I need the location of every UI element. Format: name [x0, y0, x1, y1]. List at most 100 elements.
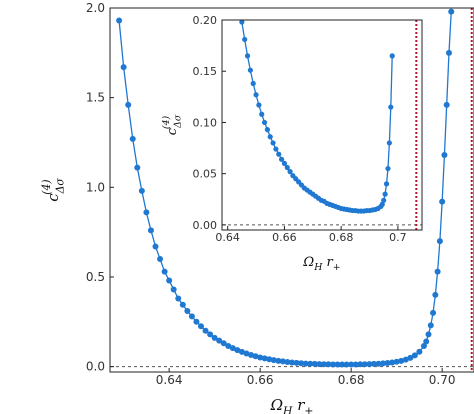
main-data-point [443, 101, 450, 108]
inset-y-tick-label: 0.00 [193, 219, 218, 232]
main-data-point [320, 361, 327, 368]
inset-y-tick-label: 0.05 [193, 168, 218, 181]
main-data-point [289, 359, 295, 366]
inset-x-axis-label: ΩH r+ [302, 255, 340, 273]
main-data-point [316, 361, 323, 368]
main-x-tick-label: 0.64 [156, 373, 183, 387]
main-y-axis-label: cΔσ(4) [40, 178, 67, 202]
main-y-tick-label: 1.0 [86, 180, 105, 194]
main-data-point [439, 198, 446, 205]
inset-x-tick-label: 0.64 [215, 231, 240, 244]
main-panel: 0.64 0.66 0.68 0.70 0.0 0.5 1.0 1.5 2.0 ΩH r+ cΔσ(… [40, 1, 474, 414]
main-data-point [448, 8, 455, 15]
inset-frame [221, 19, 423, 231]
inset-data-point [388, 104, 394, 110]
main-data-point [193, 318, 200, 325]
inset-data-point [284, 164, 290, 171]
inset-data-point [386, 140, 392, 146]
main-data-point [270, 357, 277, 364]
main-y-tick-label: 0.5 [86, 270, 105, 284]
main-data-point [302, 360, 309, 367]
main-data-point [398, 357, 405, 364]
main-data-point [384, 360, 391, 367]
main-data-point [432, 291, 439, 298]
main-data-point [120, 64, 127, 71]
main-data-point [361, 361, 368, 368]
main-data-point [411, 352, 418, 359]
inset-data-point [247, 67, 253, 73]
inset-data-point [273, 146, 279, 152]
main-data-point [134, 164, 141, 171]
main-data-point [234, 347, 241, 354]
main-x-tick-label: 0.70 [429, 373, 456, 387]
main-data-point [179, 301, 186, 308]
main-data-point [279, 358, 286, 365]
main-data-point [430, 309, 437, 316]
main-data-point [425, 331, 432, 338]
main-data-point [257, 354, 264, 361]
inset-data-point [381, 197, 387, 203]
inset-data-point [287, 169, 293, 175]
main-data-point [152, 243, 159, 250]
inset-x-tick-label: 0.7 [389, 231, 407, 244]
main-data-point [275, 357, 282, 364]
inset-data-point [278, 156, 285, 162]
inset-data-point [383, 181, 390, 187]
main-data-point [143, 209, 150, 216]
inset-panel: 0.64 0.66 0.68 0.7 0.00 0.05 0.10 0.15 0.20 ΩH r+… [161, 14, 423, 273]
inset-data-point [276, 151, 282, 157]
main-data-point [407, 354, 414, 361]
inset-data-point [259, 111, 265, 117]
main-data-point [188, 313, 195, 320]
main-data-point [175, 295, 182, 302]
inset-y-tick-label: 0.20 [193, 14, 218, 27]
main-data-point [366, 361, 373, 368]
main-data-point [147, 227, 154, 234]
inset-y-tick-label: 0.10 [193, 116, 218, 129]
inset-data-point [261, 119, 268, 126]
main-data-point [402, 356, 409, 363]
main-data-point [243, 350, 250, 357]
inset-data-point [244, 53, 251, 59]
main-data-point [441, 152, 448, 159]
main-data-point [116, 17, 123, 24]
main-data-point [211, 334, 218, 341]
inset-data-point [270, 140, 276, 146]
inset-data-point [379, 201, 385, 207]
main-data-point [161, 268, 168, 275]
main-data-point [238, 348, 245, 355]
main-data-point [357, 361, 364, 368]
main-data-point [445, 49, 452, 56]
main-data-point [229, 345, 236, 352]
main-data-point [202, 327, 209, 334]
inset-data-point [253, 92, 259, 98]
main-data-point [252, 353, 259, 360]
main-y-tick-label: 0.0 [86, 360, 105, 374]
main-data-point [420, 343, 427, 349]
inset-y-axis-label: cΔσ(4) [161, 114, 184, 135]
inset-data-point [281, 160, 288, 167]
main-data-point [261, 355, 268, 362]
main-data-point [370, 360, 377, 367]
inset-plot-area [222, 20, 422, 230]
main-data-point [220, 340, 227, 347]
main-data-point [334, 361, 341, 368]
inset-data-point [256, 102, 262, 108]
main-x-tick-label: 0.66 [247, 373, 274, 387]
main-frame [109, 7, 474, 373]
main-data-point [436, 238, 443, 245]
main-data-point [216, 337, 223, 344]
main-data-point [166, 277, 173, 284]
main-data-point [339, 361, 346, 368]
main-data-point [284, 358, 291, 365]
main-data-point [266, 356, 273, 363]
main-data-point [427, 322, 434, 329]
main-x-tick-label: 0.68 [338, 373, 365, 387]
main-data-point [248, 351, 255, 358]
inset-data-point [267, 134, 273, 140]
inset-x-tick-label: 0.68 [329, 231, 354, 244]
main-data-point [184, 308, 191, 315]
inset-background [222, 20, 422, 230]
main-data-point [307, 360, 314, 367]
